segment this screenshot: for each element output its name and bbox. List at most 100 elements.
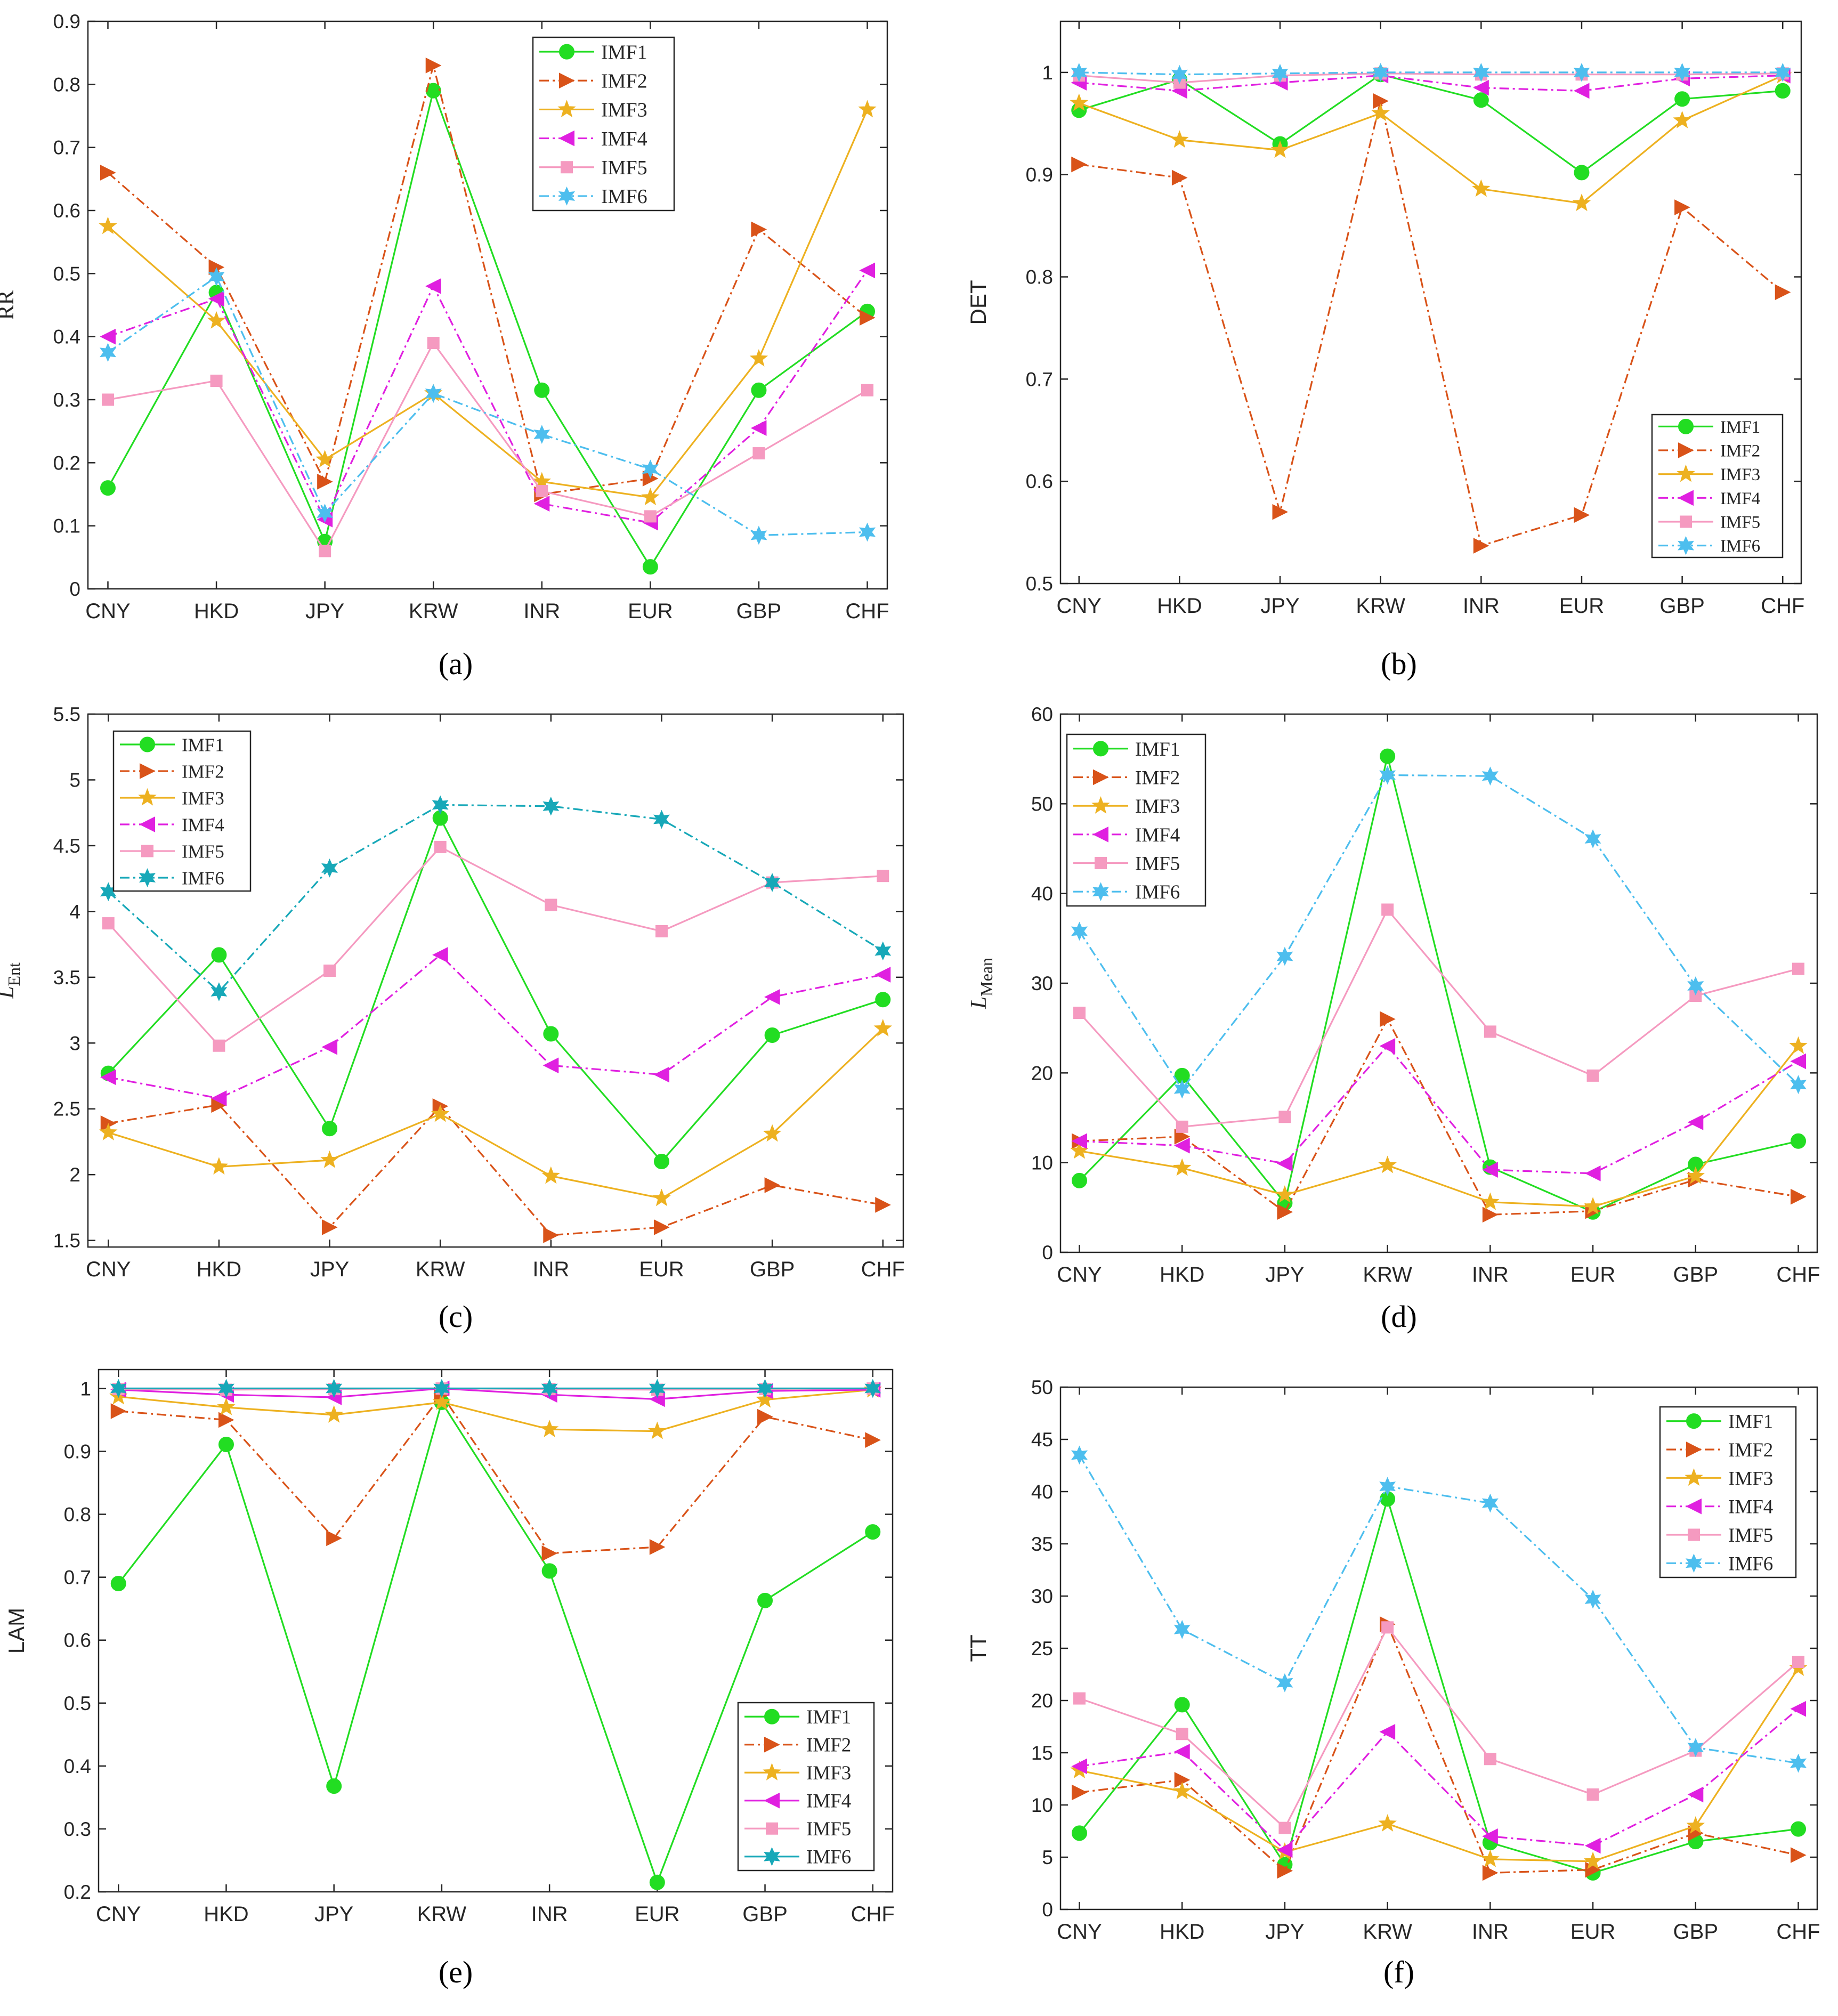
data-point bbox=[1070, 1141, 1089, 1159]
data-point bbox=[1686, 1816, 1705, 1834]
legend: IMF1 IMF2 IMF3 IMF4 IMF5 IMF6 bbox=[532, 36, 675, 212]
data-point bbox=[752, 447, 765, 460]
data-point bbox=[541, 1166, 561, 1184]
data-point bbox=[208, 267, 225, 287]
data-point bbox=[1790, 1075, 1807, 1095]
legend-label: IMF3 bbox=[601, 99, 647, 122]
y-tick-label: 0.3 bbox=[64, 1818, 91, 1840]
series-imf2 bbox=[100, 58, 876, 503]
y-tick-label: 0 bbox=[1042, 1899, 1053, 1921]
data-point bbox=[1481, 766, 1499, 786]
y-tick-label: 1 bbox=[1042, 62, 1053, 84]
data-point bbox=[1687, 1738, 1704, 1758]
y-axis-label: LAM bbox=[4, 1608, 29, 1654]
data-point bbox=[1378, 1814, 1397, 1832]
data-point bbox=[1172, 1782, 1192, 1800]
data-point bbox=[1171, 169, 1188, 186]
data-point bbox=[1574, 165, 1590, 181]
legend-marker bbox=[1685, 1468, 1703, 1486]
data-point bbox=[1171, 64, 1188, 84]
legend-marker bbox=[766, 1822, 778, 1835]
legend-marker bbox=[138, 788, 157, 806]
data-point bbox=[1071, 1758, 1087, 1775]
legend: IMF1 IMF2 IMF3 IMF4 IMF5 IMF6 bbox=[112, 730, 252, 892]
data-point bbox=[764, 873, 781, 892]
data-point bbox=[1379, 1477, 1396, 1496]
data-point bbox=[1586, 1069, 1599, 1082]
data-point bbox=[1791, 1821, 1806, 1837]
series-line bbox=[1079, 1495, 1799, 1874]
legend-label: IMF6 bbox=[182, 868, 224, 888]
legend-marker bbox=[559, 72, 575, 89]
x-tick-label: JPY bbox=[1265, 1263, 1304, 1286]
legend-marker bbox=[1677, 536, 1695, 555]
data-point bbox=[1174, 1697, 1190, 1713]
x-tick-label: CNY bbox=[1057, 594, 1102, 618]
legend-marker bbox=[558, 130, 574, 147]
x-tick-label: KRW bbox=[1356, 594, 1405, 618]
legend-marker bbox=[559, 44, 574, 60]
x-tick-label: JPY bbox=[1265, 1920, 1304, 1944]
data-point bbox=[1573, 83, 1590, 99]
x-tick-label: INR bbox=[1472, 1920, 1509, 1944]
data-point bbox=[763, 1124, 782, 1142]
series-imf5 bbox=[102, 840, 889, 1052]
x-tick-label: HKD bbox=[197, 1258, 241, 1281]
series-line bbox=[1079, 1625, 1799, 1829]
legend: IMF1 IMF2 IMF3 IMF4 IMF5 IMF6 bbox=[1659, 1406, 1797, 1578]
panel-caption: (d) bbox=[1381, 1299, 1417, 1334]
x-tick-label: HKD bbox=[1160, 1920, 1204, 1944]
y-tick-label: 0.9 bbox=[1026, 164, 1053, 186]
data-point bbox=[1775, 83, 1791, 99]
legend-label: IMF2 bbox=[1720, 442, 1760, 461]
data-point bbox=[321, 1039, 338, 1055]
data-point bbox=[749, 349, 768, 367]
legend-marker bbox=[139, 816, 155, 832]
data-point bbox=[1378, 1155, 1397, 1173]
data-point bbox=[1791, 1188, 1807, 1205]
data-point bbox=[1687, 1114, 1704, 1130]
data-point bbox=[218, 1412, 234, 1428]
data-point bbox=[1381, 1621, 1394, 1634]
data-point bbox=[751, 221, 767, 238]
legend-label: IMF3 bbox=[1135, 796, 1180, 817]
legend-marker bbox=[1686, 1442, 1702, 1458]
y-tick-label: 0.5 bbox=[64, 1693, 91, 1714]
data-point bbox=[757, 1379, 774, 1398]
series-imf6 bbox=[99, 267, 876, 545]
data-point bbox=[858, 100, 877, 118]
y-axis-label-sub: Ent bbox=[4, 962, 23, 986]
x-tick-label: CNY bbox=[1057, 1920, 1102, 1944]
data-point bbox=[1277, 1204, 1293, 1220]
data-point bbox=[1473, 79, 1489, 96]
data-point bbox=[1176, 1120, 1188, 1133]
legend-box bbox=[1066, 733, 1207, 907]
series-line bbox=[1079, 908, 1799, 1128]
legend-label: IMF1 bbox=[1720, 418, 1760, 437]
x-tick-label: INR bbox=[532, 1258, 569, 1281]
y-tick-label: 0.7 bbox=[1026, 368, 1053, 390]
data-point bbox=[425, 58, 442, 74]
data-point bbox=[860, 310, 876, 326]
data-point bbox=[1482, 1207, 1499, 1223]
data-point bbox=[326, 1379, 343, 1398]
data-point bbox=[1071, 63, 1088, 82]
series-line bbox=[1079, 774, 1799, 1091]
data-point bbox=[533, 496, 550, 512]
legend-box bbox=[532, 36, 675, 212]
data-point bbox=[433, 1379, 450, 1398]
x-tick-label: KRW bbox=[417, 1902, 467, 1926]
y-tick-label: 0 bbox=[1042, 1242, 1053, 1264]
y-tick-label: 10 bbox=[1031, 1794, 1053, 1816]
data-point bbox=[1482, 1162, 1498, 1178]
data-point bbox=[1071, 921, 1088, 941]
data-point bbox=[757, 1408, 773, 1425]
data-point bbox=[326, 1778, 342, 1794]
y-tick-label: 45 bbox=[1031, 1429, 1053, 1451]
data-point bbox=[1176, 1728, 1188, 1740]
legend-marker bbox=[140, 763, 156, 779]
data-point bbox=[543, 1026, 559, 1042]
data-point bbox=[875, 992, 891, 1008]
chart-panel-d: 0 10 20 30 40 50 60 CNY HKD JPY KRW INR EUR GBP CHF LMe… bbox=[967, 703, 1820, 1334]
